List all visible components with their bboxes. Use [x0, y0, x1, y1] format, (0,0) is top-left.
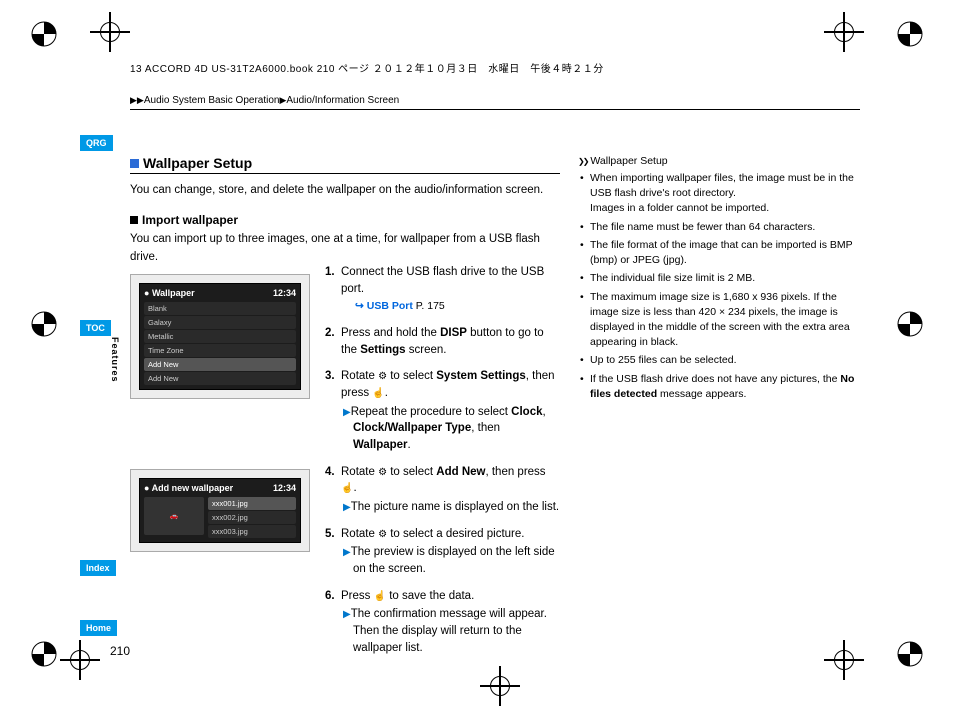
registration-mark	[896, 310, 924, 338]
step-text: Rotate ⚙ to select System Settings, then…	[341, 368, 560, 453]
step-text: Rotate ⚙ to select Add New, then press ☝…	[341, 464, 560, 516]
registration-mark	[30, 640, 58, 668]
crop-mark	[824, 12, 864, 52]
breadcrumb-arrow-icon: ▶▶	[130, 95, 144, 105]
crop-mark	[60, 640, 100, 680]
note-item: If the USB flash drive does not have any…	[578, 372, 863, 402]
screenshot-title: ● Wallpaper	[144, 288, 195, 298]
link-icon: ↪	[355, 300, 364, 312]
screenshot-menu-item: xxx002.jpg	[208, 511, 296, 524]
notes-chevron-icon	[578, 155, 587, 167]
press-icon: ☝	[341, 483, 353, 494]
note-item: When importing wallpaper files, the imag…	[578, 171, 863, 217]
sub-arrow-icon: ▶	[343, 609, 351, 620]
section-intro: You can change, store, and delete the wa…	[130, 182, 560, 199]
dial-icon: ⚙	[378, 467, 387, 478]
screenshot-card: ● Wallpaper 12:34 Blank Galaxy Metallic …	[130, 274, 310, 399]
screenshot-menu-item: Galaxy	[144, 316, 296, 329]
steps-list: 1. Connect the USB flash drive to the US…	[325, 264, 560, 666]
dial-icon: ⚙	[378, 529, 387, 540]
registration-mark	[896, 640, 924, 668]
step-item: 5. Rotate ⚙ to select a desired picture.…	[325, 526, 560, 578]
screenshot-clock: 12:34	[273, 483, 296, 493]
step-item: 4. Rotate ⚙ to select Add New, then pres…	[325, 464, 560, 516]
screenshot-menu-item: Metallic	[144, 330, 296, 343]
nav-tab-index[interactable]: Index	[80, 560, 116, 576]
section-bullet-icon	[130, 159, 139, 168]
notes-column: Wallpaper Setup When importing wallpaper…	[578, 155, 863, 405]
step-number: 5.	[325, 526, 341, 578]
note-item: The individual file size limit is 2 MB.	[578, 271, 863, 286]
sub-arrow-icon: ▶	[343, 502, 351, 513]
screenshot-menu-item: xxx001.jpg	[208, 497, 296, 510]
breadcrumb: ▶▶Audio System Basic Operation▶Audio/Inf…	[130, 95, 860, 110]
note-item: The file format of the image that can be…	[578, 238, 863, 268]
note-item: Up to 255 files can be selected.	[578, 353, 863, 368]
screenshot-add-wallpaper: ● Add new wallpaper 12:34 🚗 xxx001.jpg x…	[139, 478, 301, 543]
section-title: Wallpaper Setup	[130, 155, 560, 174]
step-text: Rotate ⚙ to select a desired picture. ▶T…	[341, 526, 560, 578]
screenshot-menu-list: xxx001.jpg xxx002.jpg xxx003.jpg	[208, 497, 296, 538]
subsection-intro: You can import up to three images, one a…	[130, 231, 560, 266]
step-item: 3. Rotate ⚙ to select System Settings, t…	[325, 368, 560, 453]
press-icon: ☝	[372, 388, 384, 399]
step-item: 2. Press and hold the DISP button to go …	[325, 325, 560, 358]
step-text: Press ☝ to save the data. ▶The confirmat…	[341, 588, 560, 657]
registration-mark	[30, 20, 58, 48]
dial-icon: ⚙	[378, 371, 387, 382]
page-header-meta: 13 ACCORD 4D US-31T2A6000.book 210 ページ ２…	[130, 60, 604, 75]
registration-mark	[30, 310, 58, 338]
section-side-label: Features	[110, 337, 120, 383]
step-text: Press and hold the DISP button to go to …	[341, 325, 560, 358]
subsection-title-text: Import wallpaper	[142, 213, 238, 227]
crop-mark	[90, 12, 130, 52]
step-number: 6.	[325, 588, 341, 657]
step-item: 6. Press ☝ to save the data. ▶The confir…	[325, 588, 560, 657]
step-number: 3.	[325, 368, 341, 453]
screenshot-thumbnail: 🚗	[144, 497, 204, 535]
step-number: 1.	[325, 264, 341, 315]
step-number: 4.	[325, 464, 341, 516]
sub-arrow-icon: ▶	[343, 407, 351, 418]
screenshot-menu-list: Blank Galaxy Metallic Time Zone Add New …	[144, 302, 296, 385]
screenshot-menu-item: Time Zone	[144, 344, 296, 357]
screenshot-menu-item: Blank	[144, 302, 296, 315]
section-title-text: Wallpaper Setup	[143, 155, 252, 171]
breadcrumb-seg: Audio/Information Screen	[286, 95, 399, 106]
breadcrumb-seg: Audio System Basic Operation	[144, 95, 280, 106]
step-item: 1. Connect the USB flash drive to the US…	[325, 264, 560, 315]
screenshot-wallpaper-menu: ● Wallpaper 12:34 Blank Galaxy Metallic …	[139, 283, 301, 390]
crop-mark	[824, 640, 864, 680]
screenshot-card: ● Add new wallpaper 12:34 🚗 xxx001.jpg x…	[130, 469, 310, 552]
notes-heading: Wallpaper Setup	[578, 155, 863, 167]
nav-tab-qrg[interactable]: QRG	[80, 135, 113, 151]
subsection-title: Import wallpaper	[130, 213, 560, 227]
usb-port-link[interactable]: ↪ USB Port P. 175	[355, 299, 445, 314]
screenshot-menu-item: xxx003.jpg	[208, 525, 296, 538]
screenshot-menu-item: Add New	[144, 358, 296, 371]
note-item: The file name must be fewer than 64 char…	[578, 220, 863, 235]
nav-tab-toc[interactable]: TOC	[80, 320, 111, 336]
nav-tab-home[interactable]: Home	[80, 620, 117, 636]
press-icon: ☝	[374, 591, 386, 602]
screenshot-clock: 12:34	[273, 288, 296, 298]
step-number: 2.	[325, 325, 341, 358]
sub-arrow-icon: ▶	[343, 547, 351, 558]
registration-mark	[896, 20, 924, 48]
crop-mark	[480, 666, 520, 706]
note-item: The maximum image size is 1,680 x 936 pi…	[578, 290, 863, 351]
screenshot-menu-item: Add New	[144, 372, 296, 385]
subsection-bullet-icon	[130, 216, 138, 224]
page-number: 210	[110, 644, 130, 658]
screenshot-title: ● Add new wallpaper	[144, 483, 233, 493]
step-text: Connect the USB flash drive to the USB p…	[341, 266, 544, 295]
